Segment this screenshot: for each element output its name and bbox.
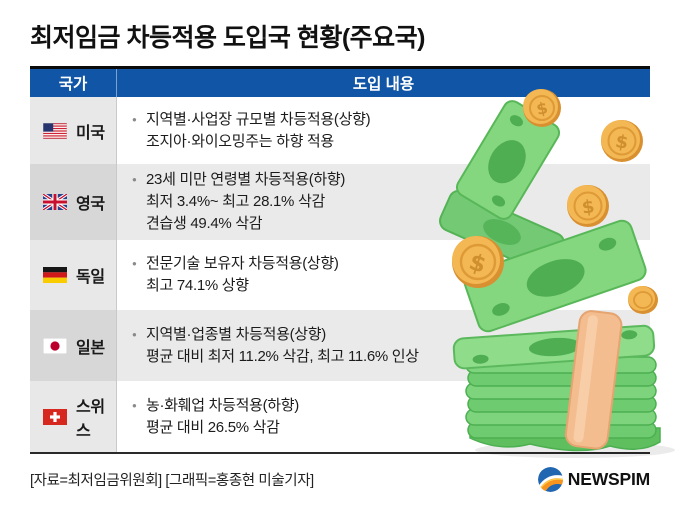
newspim-logo: NEWSPIM [537, 466, 650, 492]
table-row-uk: 영국 ● 23세 미만 연령별 차등적용(하향) 최저 3.4%~ 최고 28.1… [30, 164, 650, 240]
bullet-icon: ● [132, 114, 137, 124]
detail-line: 조지아·와이오밍주는 하향 적용 [146, 132, 334, 150]
bullet-icon: ● [132, 329, 137, 339]
detail-line: 최저 3.4%~ 최고 28.1% 삭감 [146, 193, 325, 210]
usa-flag-icon [42, 122, 68, 139]
detail-line: 견습생 49.4% 삭감 [146, 215, 263, 232]
country-table: 국가 도입 내용 미국 ● 지역별·사업장 [30, 66, 650, 454]
footer: [자료=최저임금위원회] [그래픽=홍종현 미술기자] NEWSPIM [30, 464, 650, 494]
detail-line: 평균 대비 26.5% 삭감 [146, 418, 280, 436]
newspim-logo-text: NEWSPIM [567, 468, 650, 489]
detail-line: ● 지역별·업종별 차등적용(상향) [132, 324, 650, 346]
country-name: 독일 [76, 269, 105, 286]
content-cell: ● 전문기술 보유자 차등적용(상향) 최고 74.1% 상향 [117, 240, 650, 310]
country-cell: 영국 [30, 164, 117, 240]
country-name: 미국 [76, 124, 105, 142]
newspim-logo-icon [537, 466, 563, 492]
table-row-usa: 미국 ● 지역별·사업장 규모별 차등적용(상향) 조지아·와이오밍주는 하향 적… [30, 97, 650, 164]
detail-line: 평균 대비 최저 11.2% 삭감, 최고 11.6% 인상 [146, 347, 419, 365]
content-cell: ● 지역별·업종별 차등적용(상향) 평균 대비 최저 11.2% 삭감, 최고 … [117, 310, 650, 381]
table-header: 국가 도입 내용 [30, 69, 650, 97]
uk-flag-icon [42, 192, 68, 212]
bullet-icon: ● [132, 175, 137, 184]
page-title: 최저임금 차등적용 도입국 현황(주요국) [30, 24, 426, 52]
source-credit: [자료=최저임금위원회] [그래픽=홍종현 미술기자] [30, 472, 314, 489]
detail-line: ● 지역별·사업장 규모별 차등적용(상향) [132, 109, 650, 131]
country-cell: 일본 [30, 310, 117, 381]
detail-line: 최고 74.1% 상향 [146, 277, 249, 294]
detail-line: ● 23세 미만 연령별 차등적용(하향) [132, 169, 650, 191]
germany-flag-icon [43, 267, 67, 283]
country-cell: 미국 [30, 97, 117, 164]
header-content: 도입 내용 [352, 76, 415, 93]
content-cell: ● 농·화훼업 차등적용(하향) 평균 대비 26.5% 삭감 [117, 381, 650, 452]
detail-line: ● 전문기술 보유자 차등적용(상향) [132, 253, 650, 275]
table-row-japan: 일본 ● 지역별·업종별 차등적용(상향) 평균 대비 최저 11.2% 삭감, … [30, 310, 650, 381]
detail-line: ● 농·화훼업 차등적용(하향) [132, 395, 650, 417]
country-cell: 독일 [30, 240, 117, 310]
content-cell: ● 23세 미만 연령별 차등적용(하향) 최저 3.4%~ 최고 28.1% 삭… [117, 164, 650, 240]
bullet-icon: ● [132, 259, 137, 268]
country-name: 일본 [76, 339, 105, 357]
header-country: 국가 [30, 69, 117, 97]
table-row-switzerland: 스위스 ● 농·화훼업 차등적용(하향) 평균 대비 26.5% 삭감 [30, 381, 650, 452]
switzerland-flag-icon [43, 408, 67, 425]
japan-flag-icon [42, 337, 68, 354]
country-name: 스위스 [76, 398, 105, 440]
bullet-icon: ● [132, 400, 137, 410]
country-name: 영국 [76, 196, 105, 213]
table-row-germany: 독일 ● 전문기술 보유자 차등적용(상향) 최고 74.1% 상향 [30, 240, 650, 310]
country-cell: 스위스 [30, 381, 117, 452]
content-cell: ● 지역별·사업장 규모별 차등적용(상향) 조지아·와이오밍주는 하향 적용 [117, 97, 650, 164]
